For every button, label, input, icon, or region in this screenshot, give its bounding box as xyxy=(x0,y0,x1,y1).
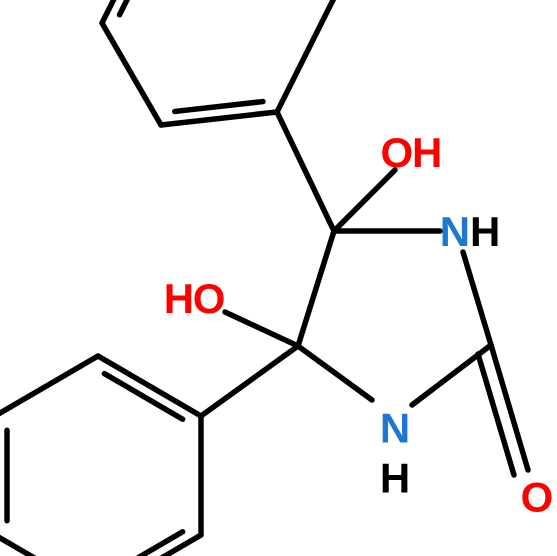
amine-right: NH xyxy=(440,208,501,255)
hydroxyl-top-part-0: O xyxy=(381,129,414,176)
molecule-diagram: OHHONHNHO xyxy=(0,0,557,556)
amine-bottom-N: N xyxy=(380,405,410,452)
carbonyl-oxygen: O xyxy=(521,474,554,521)
amine-bottom-H: H xyxy=(380,455,410,502)
amine-right-part-0: N xyxy=(440,208,470,255)
hydroxyl-top-part-1: H xyxy=(412,129,442,176)
amine-right-part-1: H xyxy=(470,208,500,255)
hydroxyl-top: OH xyxy=(381,129,443,176)
hydroxyl-left-part-1: O xyxy=(193,275,226,322)
hydroxyl-left: HO xyxy=(164,275,226,322)
hydroxyl-left-part-0: H xyxy=(164,275,194,322)
